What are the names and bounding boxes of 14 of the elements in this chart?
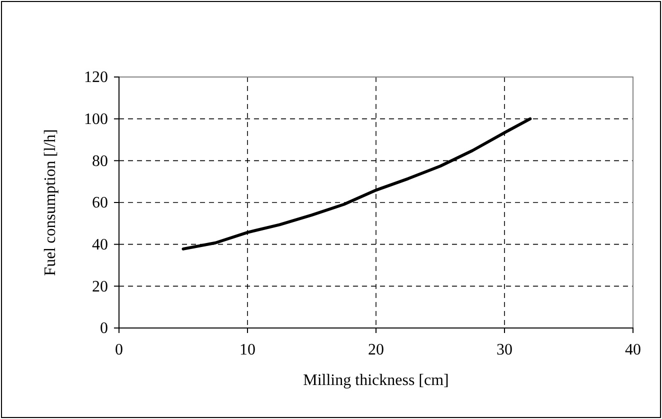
x-tick-label: 30 xyxy=(496,341,512,358)
y-tick-label: 0 xyxy=(100,320,108,338)
y-tick-label: 80 xyxy=(92,152,108,170)
x-tick-label: 20 xyxy=(368,341,384,358)
x-axis-title: Milling thickness [cm] xyxy=(303,372,449,389)
y-tick-label: 100 xyxy=(84,110,108,128)
y-axis-title: Fuel consumption [l/h] xyxy=(42,129,59,276)
y-tick-label: 20 xyxy=(92,278,108,296)
y-tick-label: 60 xyxy=(92,194,108,212)
y-tick-label: 120 xyxy=(84,69,108,86)
x-tick-label: 10 xyxy=(240,341,256,358)
x-tick-label: 0 xyxy=(115,341,123,358)
y-tick-label: 40 xyxy=(92,236,108,254)
x-tick-label: 40 xyxy=(625,341,641,358)
